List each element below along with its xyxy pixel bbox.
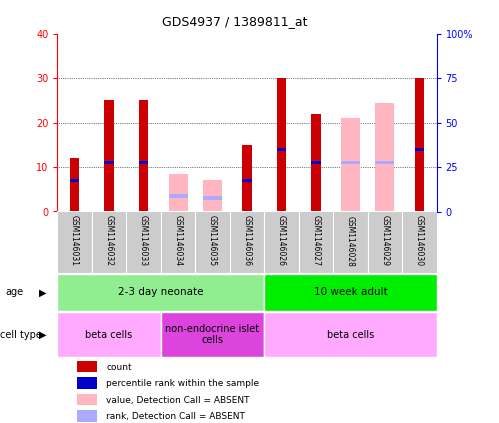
Bar xyxy=(375,103,394,212)
Text: beta cells: beta cells xyxy=(327,330,374,340)
Bar xyxy=(139,161,148,165)
Bar xyxy=(203,181,222,212)
Bar xyxy=(276,78,286,212)
Text: GDS4937 / 1389811_at: GDS4937 / 1389811_at xyxy=(162,15,307,28)
Text: 2-3 day neonate: 2-3 day neonate xyxy=(118,287,204,297)
Bar xyxy=(92,212,126,273)
Text: GSM1146034: GSM1146034 xyxy=(174,215,183,266)
Bar xyxy=(57,312,161,357)
Text: value, Detection Call = ABSENT: value, Detection Call = ABSENT xyxy=(106,396,250,405)
Text: non-endocrine islet
cells: non-endocrine islet cells xyxy=(166,324,259,346)
Bar xyxy=(161,312,264,357)
Bar xyxy=(161,212,195,273)
Text: GSM1146026: GSM1146026 xyxy=(277,215,286,266)
Bar xyxy=(276,148,286,151)
Bar xyxy=(169,194,188,198)
Bar xyxy=(341,118,360,212)
Bar xyxy=(57,274,264,311)
Text: GSM1146029: GSM1146029 xyxy=(380,215,389,266)
Text: cell type: cell type xyxy=(0,330,42,340)
Text: beta cells: beta cells xyxy=(85,330,133,340)
Bar xyxy=(77,410,97,422)
Bar xyxy=(104,101,114,212)
Bar xyxy=(77,394,97,405)
Text: rank, Detection Call = ABSENT: rank, Detection Call = ABSENT xyxy=(106,412,246,421)
Text: GSM1146027: GSM1146027 xyxy=(311,215,320,266)
Text: GSM1146035: GSM1146035 xyxy=(208,215,217,266)
Bar xyxy=(242,179,252,182)
Bar xyxy=(311,161,321,165)
Bar xyxy=(77,377,97,389)
Bar xyxy=(230,212,264,273)
Bar xyxy=(203,196,222,200)
Bar xyxy=(341,161,360,165)
Text: ▶: ▶ xyxy=(38,330,46,340)
Bar xyxy=(415,148,424,151)
Bar xyxy=(126,212,161,273)
Bar xyxy=(57,212,92,273)
Bar xyxy=(242,145,252,212)
Text: GSM1146033: GSM1146033 xyxy=(139,215,148,266)
Text: age: age xyxy=(5,287,23,297)
Bar xyxy=(311,114,321,212)
Bar xyxy=(368,212,402,273)
Bar xyxy=(264,212,299,273)
Bar xyxy=(402,212,437,273)
Text: GSM1146036: GSM1146036 xyxy=(243,215,251,266)
Bar xyxy=(299,212,333,273)
Text: GSM1146030: GSM1146030 xyxy=(415,215,424,266)
Text: count: count xyxy=(106,363,132,372)
Text: percentile rank within the sample: percentile rank within the sample xyxy=(106,379,259,388)
Bar xyxy=(415,78,424,212)
Bar xyxy=(195,212,230,273)
Bar xyxy=(104,161,114,165)
Bar xyxy=(333,212,368,273)
Text: GSM1146028: GSM1146028 xyxy=(346,215,355,266)
Text: GSM1146031: GSM1146031 xyxy=(70,215,79,266)
Bar xyxy=(70,158,79,212)
Bar xyxy=(264,274,437,311)
Bar xyxy=(264,312,437,357)
Bar xyxy=(77,361,97,372)
Bar xyxy=(375,161,394,165)
Bar xyxy=(70,179,79,182)
Text: 10 week adult: 10 week adult xyxy=(313,287,387,297)
Text: ▶: ▶ xyxy=(38,287,46,297)
Bar xyxy=(139,101,148,212)
Bar xyxy=(169,174,188,212)
Text: GSM1146032: GSM1146032 xyxy=(105,215,114,266)
